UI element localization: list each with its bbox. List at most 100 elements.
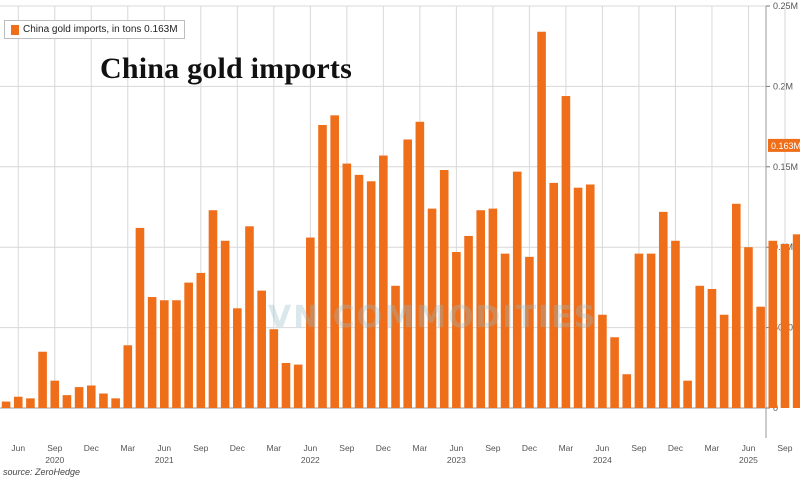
bar xyxy=(768,240,778,408)
bar xyxy=(427,208,437,408)
bar xyxy=(537,31,546,409)
bar xyxy=(622,374,632,408)
bar xyxy=(707,289,717,408)
y-tick-label: 0.25M xyxy=(773,1,798,11)
bar xyxy=(1,401,11,408)
bar xyxy=(792,234,800,408)
bar xyxy=(208,210,218,408)
bar xyxy=(512,171,522,408)
bar xyxy=(86,385,96,408)
bar xyxy=(403,139,412,409)
bar xyxy=(379,155,388,408)
x-year-label: 2022 xyxy=(301,455,320,465)
bar xyxy=(719,314,729,408)
source-note: source: ZeroHedge xyxy=(3,467,81,477)
x-month-label: Sep xyxy=(47,443,62,453)
legend: China gold imports, in tons 0.163M xyxy=(4,20,185,39)
x-month-label: Jun xyxy=(157,443,171,453)
bar xyxy=(585,184,595,408)
bar xyxy=(634,253,644,408)
x-month-label: Sep xyxy=(777,443,792,453)
bar xyxy=(561,96,571,408)
bar xyxy=(245,226,254,408)
bar xyxy=(695,285,705,408)
bar xyxy=(50,380,60,408)
bar xyxy=(74,387,84,408)
bar xyxy=(26,398,35,408)
bar xyxy=(293,364,303,408)
bar xyxy=(646,253,656,408)
x-month-label: Dec xyxy=(522,443,538,453)
bar xyxy=(610,337,619,408)
bar xyxy=(38,351,47,408)
bar xyxy=(500,253,510,408)
bar xyxy=(354,174,364,408)
bar xyxy=(13,396,23,408)
x-month-label: Dec xyxy=(376,443,392,453)
bar xyxy=(525,256,534,408)
bar xyxy=(658,211,668,408)
bar xyxy=(147,297,157,408)
bar xyxy=(488,208,498,408)
watermark-text: VN COMMODITIES xyxy=(268,300,598,335)
bar xyxy=(184,282,193,408)
x-year-label: 2023 xyxy=(447,455,466,465)
bar xyxy=(62,395,72,408)
bar xyxy=(598,314,607,408)
x-year-label: 2020 xyxy=(45,455,64,465)
bar xyxy=(549,182,559,408)
legend-label: China gold imports, in tons 0.163M xyxy=(23,24,178,35)
x-month-label: Sep xyxy=(631,443,646,453)
bar xyxy=(476,210,486,408)
bar xyxy=(683,380,692,408)
bar xyxy=(756,306,765,408)
bar xyxy=(233,308,242,408)
last-value-label: 0.163M xyxy=(771,141,800,151)
bar xyxy=(439,170,449,408)
x-month-label: Jun xyxy=(742,443,756,453)
bar xyxy=(281,362,291,408)
bar xyxy=(135,227,145,408)
bar xyxy=(306,237,315,408)
bar xyxy=(257,290,266,408)
bar xyxy=(671,240,680,408)
x-month-label: Mar xyxy=(120,443,135,453)
bar xyxy=(366,181,376,408)
legend-swatch xyxy=(11,24,19,35)
chart-title: China gold imports xyxy=(100,52,352,85)
bar xyxy=(330,115,339,409)
y-tick-label: 0.15M xyxy=(773,162,798,172)
last-value-tag xyxy=(768,138,800,152)
x-month-label: Mar xyxy=(559,443,574,453)
x-month-label: Jun xyxy=(450,443,464,453)
bar xyxy=(99,393,108,408)
x-month-label: Sep xyxy=(339,443,354,453)
bar xyxy=(342,163,352,408)
x-month-label: Sep xyxy=(485,443,500,453)
x-month-label: Dec xyxy=(230,443,246,453)
x-year-label: 2025 xyxy=(739,455,758,465)
bar xyxy=(744,247,753,408)
x-year-label: 2024 xyxy=(593,455,612,465)
x-month-label: Mar xyxy=(267,443,282,453)
bar xyxy=(196,272,206,408)
bar xyxy=(452,252,461,408)
bar xyxy=(464,235,473,408)
bar xyxy=(318,124,327,408)
x-month-label: Dec xyxy=(668,443,684,453)
bar xyxy=(220,240,230,408)
bar xyxy=(573,187,583,408)
x-month-label: Jun xyxy=(11,443,25,453)
bar xyxy=(391,285,400,408)
bar xyxy=(123,345,133,408)
x-month-label: Mar xyxy=(413,443,428,453)
y-tick-label: 0.2M xyxy=(773,81,793,91)
bar xyxy=(269,329,279,408)
x-month-label: Jun xyxy=(596,443,610,453)
bar xyxy=(731,203,741,408)
x-month-label: Jun xyxy=(303,443,317,453)
bar xyxy=(111,398,120,408)
bar xyxy=(159,300,169,408)
